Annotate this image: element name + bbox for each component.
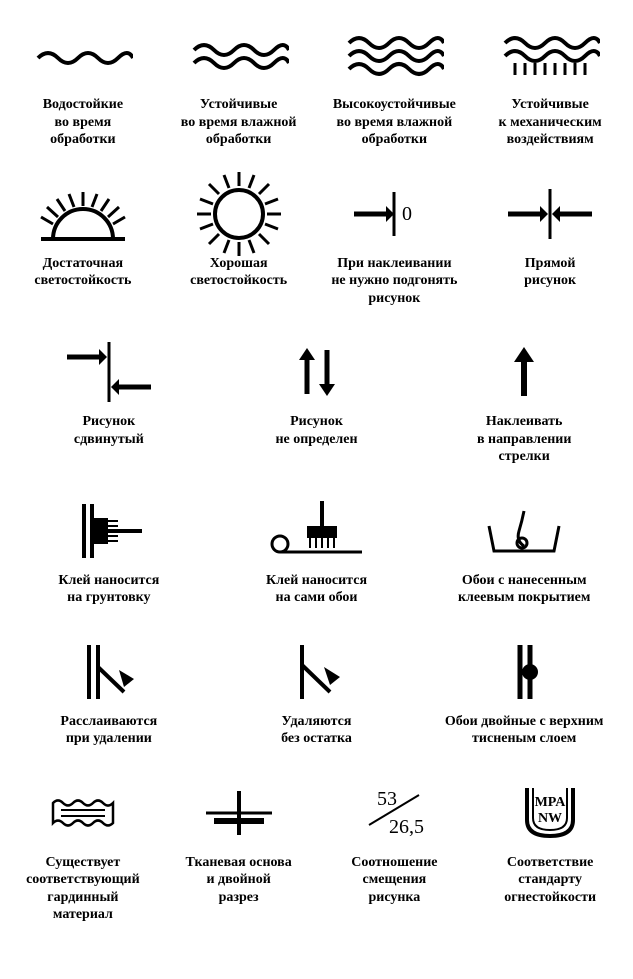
duplex-bump-icon [494, 637, 554, 707]
cell-prepasted: Обои с нанесеннымклеевым покрытием [425, 496, 623, 607]
label: Достаточнаясветостойкость [34, 255, 131, 290]
arrow-bar-zero-icon: 0 [344, 179, 444, 249]
cell-high-wet-resist: Высокоустойчивыево время влажнойобработк… [322, 20, 468, 149]
cell-apply-direction: Наклеиватьв направлениистрелки [425, 337, 623, 466]
svg-text:MPA: MPA [535, 795, 567, 810]
brush-roll-icon [262, 496, 372, 566]
cell-delaminate-remove: Расслаиваютсяпри удалении [10, 637, 208, 748]
double-cut-icon [194, 778, 284, 848]
cell-water-resist-process: Водостойкиево времяобработки [10, 20, 156, 149]
label: При наклеиваниине нужно подгонятьрисунок [331, 255, 457, 308]
peel-layers-icon [64, 637, 154, 707]
water-tray-icon [474, 496, 574, 566]
label: Устойчивыево время влажнойобработки [181, 96, 297, 149]
label: Обои двойные с верхнимтисненым слоем [445, 713, 604, 748]
cell-remove-clean: Удаляютсябез остатка [218, 637, 416, 748]
label: Клей наноситсяна грунтовку [58, 572, 159, 607]
zero-annotation: 0 [402, 203, 412, 225]
wave-triple-icon [344, 20, 444, 90]
symbol-grid: Водостойкиево времяобработки Устойчивыев… [10, 20, 623, 924]
cell-no-pattern-match: 0 При наклеиваниине нужно подгонятьрисун… [322, 179, 468, 308]
label: Соответствиестандартуогнестойкости [504, 854, 596, 907]
half-sun-icon [33, 179, 133, 249]
row-1: Водостойкиево времяобработки Устойчивыев… [10, 20, 623, 149]
svg-text:53: 53 [377, 788, 397, 810]
wave-single-icon [33, 20, 133, 90]
label: Прямойрисунок [524, 255, 576, 290]
full-sun-icon [189, 179, 289, 249]
label: Хорошаясветостойкость [190, 255, 287, 290]
cell-fire-standard: MPA NW Соответствиестандартуогнестойкост… [477, 778, 623, 907]
label: Рисуноксдвинутый [74, 413, 144, 448]
label: Соотношениесмещениярисунка [351, 854, 437, 907]
cell-offset-pattern: Рисуноксдвинутый [10, 337, 208, 448]
label: Водостойкиево времяобработки [43, 96, 123, 149]
cell-light-sufficient: Достаточнаясветостойкость [10, 179, 156, 290]
cell-straight-pattern: Прямойрисунок [477, 179, 623, 290]
wave-double-icon [189, 20, 289, 90]
label: Обои с нанесеннымклеевым покрытием [458, 572, 590, 607]
cell-glue-on-primer: Клей наноситсяна грунтовку [10, 496, 208, 607]
shield-text-icon: MPA NW [515, 778, 585, 848]
cell-fabric-double-cut: Тканевая основаи двойнойразрез [166, 778, 312, 907]
label: Рисунокне определен [275, 413, 357, 448]
arrows-offset-icon [59, 337, 159, 407]
label: Высокоустойчивыево время влажнойобработк… [333, 96, 456, 149]
cell-glue-on-wallpaper: Клей наноситсяна сами обои [218, 496, 416, 607]
label: Тканевая основаи двойнойразрез [185, 854, 291, 907]
label: Удаляютсябез остатка [281, 713, 352, 748]
label: Расслаиваютсяпри удалении [60, 713, 157, 748]
label: Наклеиватьв направлениистрелки [477, 413, 571, 466]
ratio-icon: 53 26,5 [349, 778, 439, 848]
label: Устойчивыек механическимвоздействиям [499, 96, 602, 149]
cell-wet-process-resist: Устойчивыево время влажнойобработки [166, 20, 312, 149]
cell-duplex-embossed: Обои двойные с верхнимтисненым слоем [425, 637, 623, 748]
row-5: Расслаиваютсяпри удалении Удаляютсябез о… [10, 637, 623, 748]
fabric-swatch-icon [43, 778, 123, 848]
cell-light-good: Хорошаясветостойкость [166, 179, 312, 290]
brush-wall-icon [64, 496, 154, 566]
wave-brush-icon [500, 20, 600, 90]
svg-text:26,5: 26,5 [389, 816, 424, 838]
cell-matching-curtain: Существуетсоответствующийгардинныйматери… [10, 778, 156, 924]
arrow-up-icon [499, 337, 549, 407]
arrows-opposing-icon [500, 179, 600, 249]
label: Существуетсоответствующийгардинныйматери… [26, 854, 140, 924]
cell-offset-ratio: 53 26,5 Соотношениесмещениярисунка [322, 778, 468, 907]
svg-text:NW: NW [538, 811, 562, 826]
arrows-up-down-icon [277, 337, 357, 407]
row-3: Рисуноксдвинутый Рисунокне определен Н [10, 337, 623, 466]
cell-pattern-undefined: Рисунокне определен [218, 337, 416, 448]
row-6: Существуетсоответствующийгардинныйматери… [10, 778, 623, 924]
row-2: Достаточнаясветостойкость [10, 179, 623, 308]
label: Клей наноситсяна сами обои [266, 572, 367, 607]
cell-mech-resist: Устойчивыек механическимвоздействиям [477, 20, 623, 149]
peel-clean-icon [272, 637, 362, 707]
row-4: Клей наноситсяна грунтовку Клей наноситс… [10, 496, 623, 607]
